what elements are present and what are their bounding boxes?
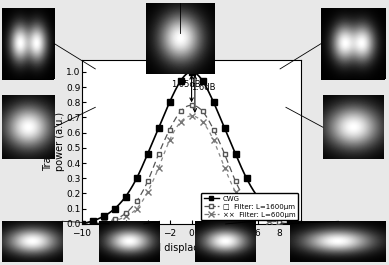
Legend: CWG, □  Filter: L=1600μm, ××  Filter: L=600μm: CWG, □ Filter: L=1600μm, ×× Filter: L=60… <box>201 193 298 220</box>
X-axis label: Lateral displacement (μm): Lateral displacement (μm) <box>127 243 256 253</box>
Text: 1.05dB: 1.05dB <box>171 80 200 89</box>
Text: 1.6dB: 1.6dB <box>191 83 216 92</box>
Y-axis label: Transmitted
power (a.u.): Transmitted power (a.u.) <box>43 112 65 171</box>
